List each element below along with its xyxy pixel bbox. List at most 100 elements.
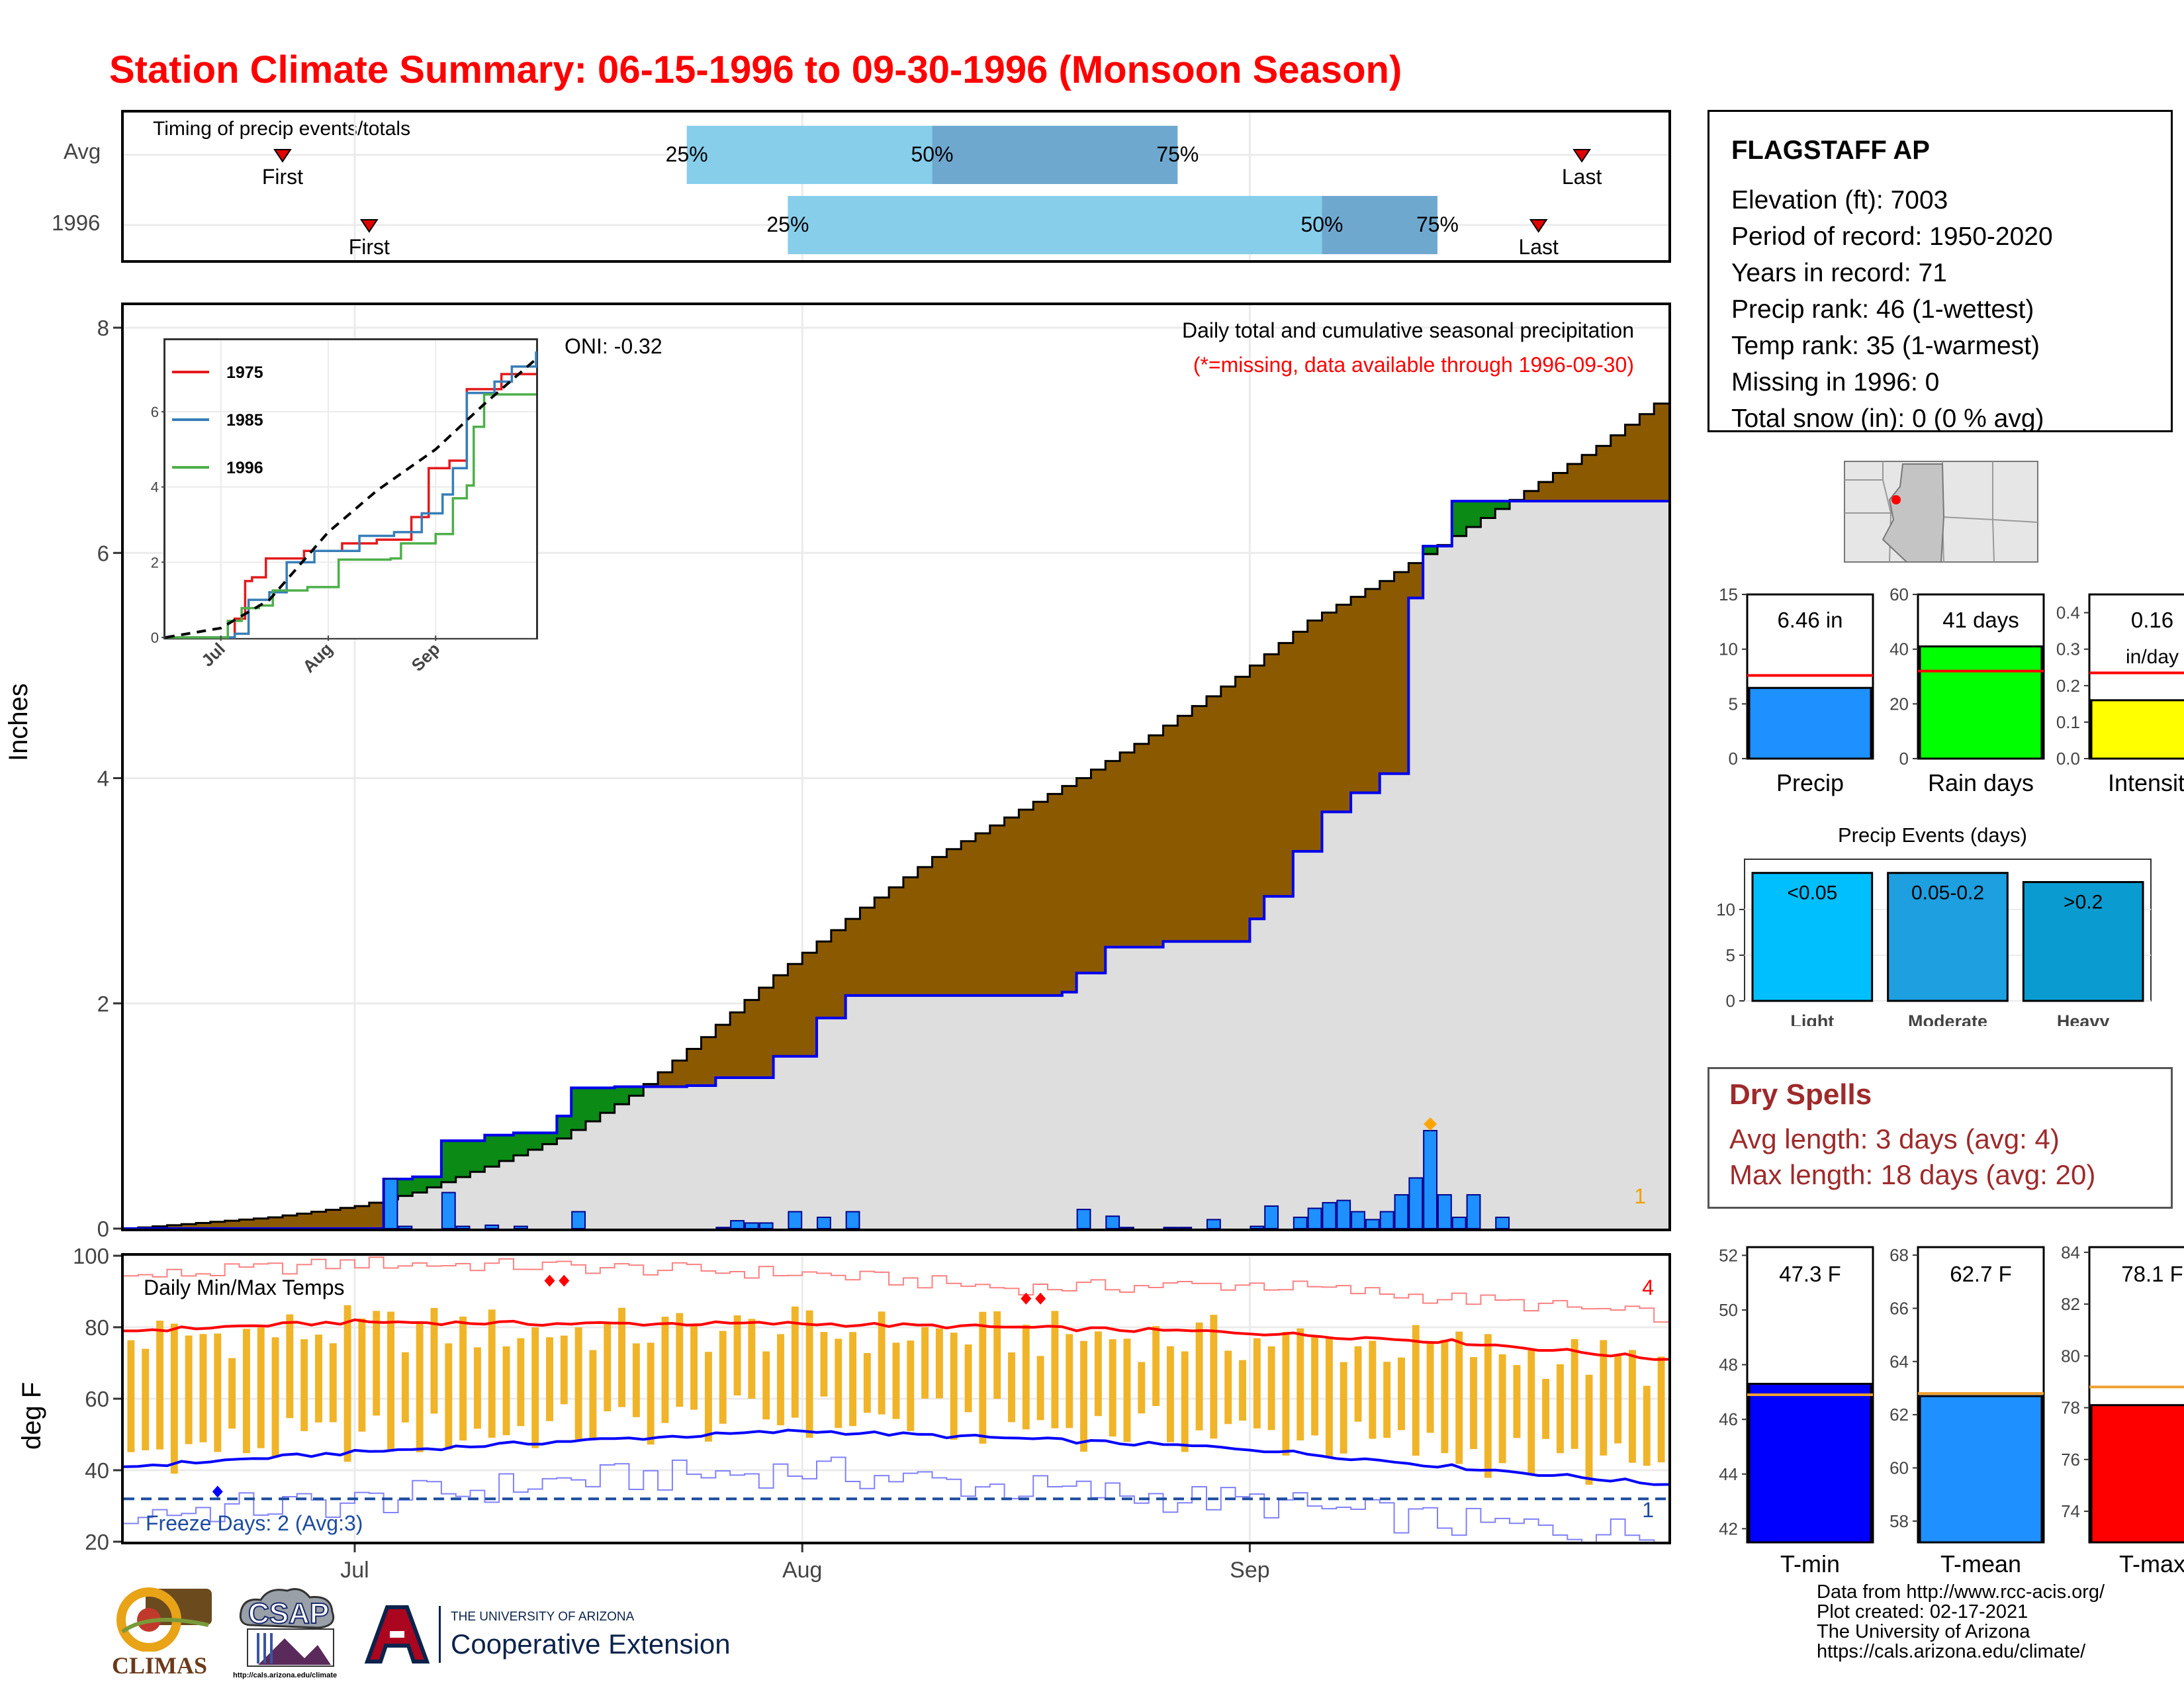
precip-deficit-fill bbox=[296, 1213, 312, 1229]
precip-deficit-fill bbox=[1553, 473, 1568, 502]
precip-deficit-fill bbox=[1379, 581, 1395, 774]
timing-last-marker-1996 bbox=[1529, 219, 1548, 233]
daily-temp-bar bbox=[300, 1339, 308, 1431]
daily-temp-bar bbox=[401, 1352, 409, 1423]
precip-deficit-fill bbox=[1408, 563, 1424, 598]
daily-precip-bar bbox=[484, 1224, 500, 1229]
precip-deficit-fill bbox=[1177, 716, 1193, 942]
daily-temp-bar bbox=[199, 1334, 207, 1442]
temp-plot bbox=[124, 1256, 1668, 1542]
precip-deficit-fill bbox=[1004, 818, 1020, 996]
stat-value-Precip: 6.46 in bbox=[1777, 608, 1843, 632]
daily-temp-bar bbox=[1383, 1362, 1391, 1438]
precip-surplus-fill bbox=[455, 1141, 471, 1178]
events-tick-label: 5 bbox=[1726, 945, 1735, 965]
station-location-marker bbox=[1891, 495, 1901, 504]
daily-temp-bar bbox=[1614, 1354, 1622, 1444]
timing-q25-Avg: 25% bbox=[666, 142, 708, 166]
record-low-marker bbox=[212, 1485, 223, 1498]
daily-temp-bar bbox=[618, 1307, 626, 1407]
daily-precip-bar bbox=[817, 1216, 831, 1229]
daily-temp-bar bbox=[748, 1319, 756, 1399]
daily-precip-bar bbox=[1451, 1216, 1467, 1229]
daily-temp-bar bbox=[632, 1343, 640, 1417]
oni-label: ONI: -0.32 bbox=[565, 334, 662, 358]
daily-precip-bar bbox=[1206, 1219, 1221, 1229]
daily-temp-bar bbox=[1109, 1339, 1116, 1437]
temp-stat-tick-label: 46 bbox=[1719, 1409, 1738, 1429]
temp-stat-tick-label: 62 bbox=[1889, 1405, 1909, 1425]
precip-deficit-fill bbox=[210, 1221, 226, 1229]
inset-series-1985 bbox=[165, 352, 537, 639]
daily-temp-bar bbox=[719, 1331, 727, 1424]
daily-precip-bar bbox=[845, 1211, 860, 1229]
daily-temp-bar bbox=[373, 1311, 381, 1416]
precip-deficit-fill bbox=[1365, 588, 1381, 793]
daily-temp-bar bbox=[459, 1316, 467, 1441]
record-high-marker bbox=[1035, 1292, 1046, 1305]
events-category-Heavy: Heavy bbox=[2057, 1011, 2110, 1026]
precip-deficit-fill bbox=[860, 908, 875, 996]
daily-precip-bar bbox=[1120, 1227, 1134, 1229]
inset-y-tick-label: 4 bbox=[151, 479, 159, 496]
temp-y-tick-label: 60 bbox=[85, 1387, 109, 1411]
precip-deficit-fill bbox=[340, 1207, 355, 1229]
precip-surplus-fill bbox=[614, 1086, 630, 1105]
station-missing: Missing in 1996: 0 bbox=[1731, 368, 1940, 397]
chart-title: Station Climate Summary: 06-15-1996 to 0… bbox=[109, 48, 1402, 91]
timing-first-marker-Avg bbox=[273, 149, 292, 163]
timing-q25-1996: 25% bbox=[766, 212, 809, 236]
precip-deficit-fill bbox=[672, 1060, 688, 1087]
avg-max-temp-line bbox=[124, 1318, 1668, 1361]
stat-value-Intensity: 0.16 bbox=[2131, 608, 2173, 632]
daily-temp-bar bbox=[1354, 1346, 1362, 1422]
daily-temp-bar bbox=[892, 1342, 900, 1419]
daily-temp-bar bbox=[1224, 1350, 1232, 1425]
timing-last-label-Avg: Last bbox=[1562, 165, 1602, 189]
stat-tick-label: 0.0 bbox=[2056, 749, 2080, 769]
daily-temp-bar bbox=[271, 1337, 279, 1457]
timing-last-marker-Avg bbox=[1572, 149, 1591, 163]
daily-precip-bar bbox=[1307, 1207, 1322, 1229]
precip-surplus-fill bbox=[1451, 501, 1467, 536]
daily-temp-bar bbox=[1542, 1379, 1550, 1439]
daily-precip-bar bbox=[1466, 1194, 1481, 1229]
precip-deficit-fill bbox=[773, 975, 789, 1056]
temp-stat-bar-T-max bbox=[2090, 1404, 2184, 1544]
events-bar-Light bbox=[1751, 872, 1874, 1002]
daily-temp-bar bbox=[560, 1335, 568, 1405]
daily-temp-bar bbox=[661, 1317, 669, 1423]
stat-tick-label: 0 bbox=[1899, 749, 1909, 769]
daily-temp-bar bbox=[1138, 1362, 1146, 1414]
precip-deficit-fill bbox=[831, 930, 846, 1018]
daily-temp-bar bbox=[1094, 1331, 1102, 1417]
daily-precip-bar bbox=[513, 1225, 528, 1229]
inset-plot: 0 2 4 6 1975 1985 1996 bbox=[151, 340, 537, 646]
events-title: Precip Events (days) bbox=[1838, 823, 2027, 847]
month-tick-label: Aug bbox=[782, 1558, 823, 1583]
stat-tick-label: 60 bbox=[1889, 585, 1909, 604]
temp-stat-label-T-mean: T-mean bbox=[1940, 1550, 2021, 1575]
timing-plot: 25% 50% 75% First Last 25% 50% 75% First Last bbox=[124, 113, 1668, 260]
timing-first-marker-1996 bbox=[359, 219, 379, 233]
ua-logo-line1: THE UNIVERSITY OF ARIZONA bbox=[451, 1610, 635, 1624]
precip-deficit-fill bbox=[1019, 810, 1034, 996]
events-category-Moderate: Moderate bbox=[1908, 1011, 1987, 1026]
daily-temp-bar bbox=[647, 1342, 655, 1445]
precip-surplus-fill bbox=[542, 1133, 557, 1145]
daily-precip-bar bbox=[1163, 1227, 1178, 1229]
precip-surplus-fill bbox=[398, 1179, 413, 1196]
events-tick-label: 10 bbox=[1716, 900, 1735, 919]
climas-logo-text: CLIMAS bbox=[112, 1652, 208, 1679]
precip-panel: Daily total and cumulative seasonal prec… bbox=[121, 303, 1671, 1231]
daily-temp-bar bbox=[1441, 1340, 1449, 1454]
daily-temp-bar bbox=[1008, 1352, 1015, 1423]
daily-temp-bar bbox=[343, 1305, 351, 1462]
precip-deficit-fill bbox=[1148, 735, 1164, 947]
daily-temp-bar bbox=[907, 1340, 915, 1431]
precip-surplus-fill bbox=[527, 1133, 543, 1150]
daily-temp-bar bbox=[1036, 1356, 1044, 1421]
daily-precip-bar bbox=[571, 1211, 586, 1229]
daily-temp-bar bbox=[1253, 1338, 1261, 1429]
daily-temp-bar bbox=[1239, 1360, 1246, 1421]
